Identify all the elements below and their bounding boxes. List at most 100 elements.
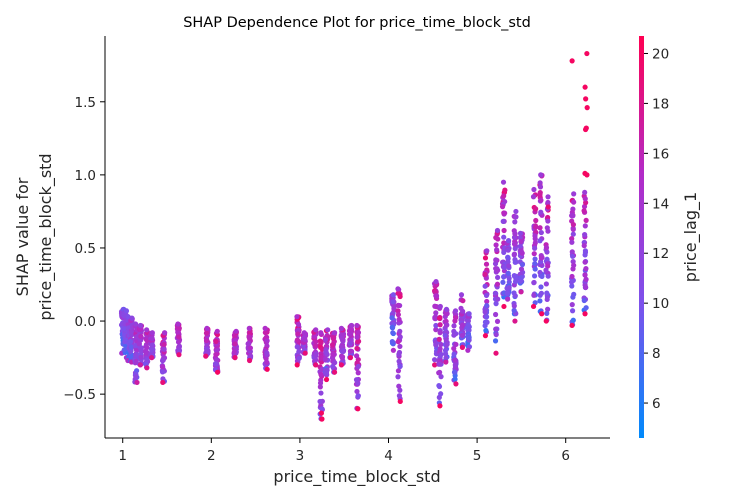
scatter-point: [437, 361, 443, 367]
scatter-point: [396, 351, 402, 357]
scatter-point: [347, 348, 353, 354]
scatter-point: [431, 357, 438, 363]
y-axis-label-line-1-text: SHAP value for: [13, 177, 32, 296]
scatter-point: [451, 323, 457, 329]
scatter-point: [354, 353, 360, 359]
scatter-point: [176, 347, 183, 354]
scatter-point-outlier: [319, 416, 325, 422]
scatter-point: [493, 326, 499, 332]
scatter-point: [511, 252, 517, 258]
scatter-point: [539, 273, 545, 279]
colorbar-tick-label: 20: [652, 46, 669, 62]
scatter-point: [581, 243, 587, 249]
scatter-point: [451, 351, 457, 357]
scatter-point: [395, 286, 401, 292]
scatter-point: [149, 355, 155, 361]
scatter-point: [433, 322, 439, 329]
scatter-point: [134, 351, 140, 358]
scatter-point-outlier: [583, 96, 589, 102]
scatter-point-outlier: [318, 410, 325, 416]
scatter-point: [501, 303, 507, 310]
scatter-point: [484, 314, 490, 320]
scatter-point: [581, 297, 587, 304]
x-tick-label: 6: [561, 448, 570, 464]
scatter-point: [296, 349, 302, 355]
scatter-point: [325, 327, 331, 333]
colorbar-tick-label: 18: [652, 96, 669, 112]
scatter-point: [160, 379, 166, 386]
scatter-point: [444, 322, 450, 328]
scatter-point: [213, 351, 219, 358]
scatter-point: [493, 257, 499, 263]
scatter-point: [294, 314, 300, 320]
scatter-point: [582, 189, 588, 196]
scatter-point: [495, 296, 501, 302]
scatter-point: [501, 227, 507, 234]
scatter-point: [395, 302, 401, 308]
scatter-point: [390, 347, 396, 353]
scatter-point: [452, 362, 458, 368]
scatter-point: [501, 234, 507, 240]
scatter-point: [482, 255, 489, 261]
scatter-point: [214, 328, 220, 334]
scatter-point: [159, 369, 166, 375]
scatter-point: [264, 350, 270, 356]
scatter-point: [176, 325, 182, 331]
scatter-point: [149, 330, 155, 336]
scatter-point: [347, 327, 353, 333]
scatter-point: [330, 335, 336, 341]
scatter-point: [531, 273, 538, 279]
scatter-point: [502, 210, 508, 216]
scatter-point: [395, 368, 402, 374]
scatter-point: [339, 355, 345, 361]
scatter-point: [518, 289, 524, 295]
scatter-point: [518, 248, 524, 254]
scatter-point: [397, 387, 403, 393]
scatter-point: [312, 343, 319, 349]
y-tick-label: −0.5: [63, 387, 96, 403]
scatter-point: [436, 336, 442, 342]
scatter-point: [533, 224, 539, 230]
scatter-point: [144, 365, 150, 371]
scatter-point: [451, 332, 457, 338]
scatter-point: [482, 309, 488, 315]
scatter-point: [484, 248, 490, 254]
scatter-point: [512, 245, 518, 252]
scatter-point: [313, 327, 319, 333]
scatter-point: [453, 341, 459, 348]
scatter-point: [545, 228, 551, 234]
scatter-point: [437, 322, 443, 328]
scatter-point: [501, 249, 507, 255]
scatter-point: [569, 273, 575, 280]
scatter-point: [482, 283, 488, 289]
scatter-point: [162, 330, 168, 336]
scatter-point: [511, 273, 517, 279]
scatter-point: [493, 350, 499, 356]
y-axis-label-line-2-text: price_time_block_std: [36, 153, 56, 320]
scatter-point: [582, 272, 588, 278]
scatter-point: [332, 330, 338, 336]
scatter-point: [513, 208, 519, 215]
scatter-point: [397, 363, 403, 369]
colorbar-tick-label: 6: [652, 396, 661, 412]
scatter-point: [582, 196, 588, 202]
scatter-point: [231, 349, 238, 355]
scatter-point: [582, 311, 588, 317]
scatter-point: [459, 344, 466, 350]
scatter-point: [532, 266, 538, 272]
scatter-point: [569, 283, 575, 289]
scatter-point-outlier: [582, 126, 589, 133]
scatter-point: [134, 379, 140, 386]
x-tick-label: 4: [384, 448, 393, 464]
scatter-point: [318, 338, 324, 345]
scatter-point: [459, 322, 466, 328]
scatter-point: [569, 213, 575, 219]
scatter-point: [205, 348, 211, 354]
scatter-point: [204, 325, 210, 331]
scatter-point: [460, 308, 466, 314]
scatter-point: [451, 345, 457, 352]
scatter-point: [452, 357, 458, 363]
scatter-point: [246, 334, 252, 340]
scatter-point: [318, 354, 324, 361]
scatter-point: [144, 357, 150, 363]
